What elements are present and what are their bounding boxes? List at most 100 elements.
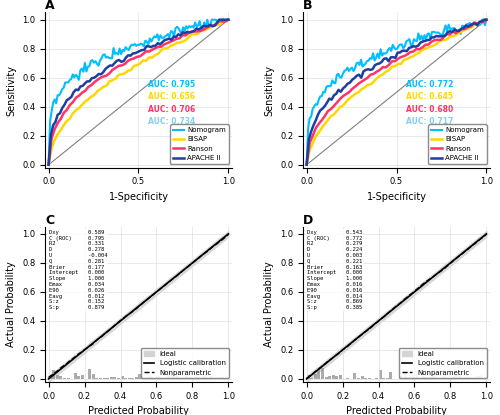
Bar	[375, 378, 378, 379]
Text: AUC: 0.772: AUC: 0.772	[406, 80, 453, 89]
Y-axis label: Sensitivity: Sensitivity	[264, 65, 274, 115]
Bar	[422, 376, 424, 379]
Bar	[48, 378, 51, 379]
Bar	[468, 378, 471, 379]
Bar	[120, 376, 124, 379]
Bar	[306, 374, 310, 379]
Bar	[138, 374, 141, 379]
Bar	[214, 378, 217, 379]
Bar	[357, 378, 360, 379]
Bar	[92, 374, 95, 379]
Legend: Nomogram, BISAP, Ranson, APACHE II: Nomogram, BISAP, Ranson, APACHE II	[428, 124, 486, 164]
Bar	[411, 375, 414, 379]
Bar	[142, 378, 145, 379]
Bar	[203, 372, 206, 379]
Text: AUC: 0.656: AUC: 0.656	[148, 93, 195, 101]
X-axis label: Predicted Probability: Predicted Probability	[346, 406, 447, 415]
Bar	[135, 377, 138, 379]
Bar	[156, 376, 160, 379]
Bar	[360, 376, 364, 379]
Bar	[178, 378, 181, 379]
Bar	[386, 378, 389, 379]
Legend: Nomogram, BISAP, Ranson, APACHE II: Nomogram, BISAP, Ranson, APACHE II	[170, 124, 228, 164]
Y-axis label: Actual Probability: Actual Probability	[264, 261, 274, 347]
Bar	[461, 378, 464, 379]
Bar	[88, 369, 91, 379]
Bar	[96, 378, 98, 379]
Bar	[440, 378, 442, 379]
Bar	[128, 378, 131, 379]
Text: AUC: 0.734: AUC: 0.734	[148, 117, 195, 126]
Bar	[321, 369, 324, 379]
Bar	[56, 375, 59, 379]
Bar	[124, 378, 127, 379]
Bar	[318, 369, 320, 379]
Text: AUC: 0.680: AUC: 0.680	[406, 105, 453, 114]
Bar	[52, 370, 55, 379]
Bar	[364, 378, 367, 379]
Bar	[207, 378, 210, 379]
Bar	[382, 378, 385, 379]
X-axis label: Predicted Probability: Predicted Probability	[88, 406, 189, 415]
Bar	[78, 376, 80, 379]
Bar	[60, 376, 62, 379]
Bar	[66, 378, 70, 379]
Y-axis label: Actual Probability: Actual Probability	[6, 261, 16, 347]
Bar	[346, 378, 349, 379]
Bar	[150, 376, 152, 379]
Bar	[479, 375, 482, 379]
Text: AUC: 0.645: AUC: 0.645	[406, 93, 453, 101]
Bar	[328, 376, 332, 379]
Bar	[472, 378, 475, 379]
Bar	[174, 374, 178, 379]
Bar	[74, 373, 77, 379]
Bar	[314, 374, 317, 379]
Text: Dxy         0.543
C (ROC)     0.772
R2          0.279
D           0.224
U       : Dxy 0.543 C (ROC) 0.772 R2 0.279 D 0.224…	[307, 230, 362, 310]
X-axis label: 1-Specificity: 1-Specificity	[366, 192, 426, 202]
Text: Dxy         0.589
C (ROC)     0.795
R2          0.331
D           0.278
U       : Dxy 0.589 C (ROC) 0.795 R2 0.331 D 0.278…	[48, 230, 107, 310]
Bar	[221, 376, 224, 379]
Bar	[476, 376, 478, 379]
Bar	[117, 378, 120, 379]
Bar	[63, 378, 66, 379]
Bar	[465, 377, 468, 379]
Bar	[378, 370, 382, 379]
Bar	[332, 375, 335, 379]
Bar	[210, 376, 214, 379]
Bar	[196, 377, 199, 379]
Bar	[171, 369, 174, 379]
Legend: Ideal, Logistic calibration, Nonparametric: Ideal, Logistic calibration, Nonparametr…	[141, 348, 229, 378]
Bar	[354, 373, 356, 379]
Bar	[146, 377, 148, 379]
Bar	[400, 376, 403, 379]
Bar	[132, 378, 134, 379]
X-axis label: 1-Specificity: 1-Specificity	[108, 192, 168, 202]
Text: AUC: 0.706: AUC: 0.706	[148, 105, 195, 114]
Bar	[404, 373, 407, 379]
Y-axis label: Sensitivity: Sensitivity	[6, 65, 16, 115]
Bar	[185, 376, 188, 379]
Bar	[429, 377, 432, 379]
Bar	[99, 378, 102, 379]
Bar	[189, 377, 192, 379]
Bar	[168, 370, 170, 379]
Bar	[368, 378, 371, 379]
Bar	[336, 376, 338, 379]
Bar	[110, 377, 113, 379]
Bar	[218, 377, 220, 379]
Text: B: B	[303, 0, 312, 12]
Bar	[458, 371, 460, 379]
Bar	[160, 378, 163, 379]
Text: A: A	[45, 0, 54, 12]
Bar	[114, 377, 116, 379]
Bar	[454, 376, 457, 379]
Bar	[414, 374, 418, 379]
Bar	[225, 378, 228, 379]
Bar	[310, 378, 314, 379]
Bar	[390, 372, 392, 379]
Bar	[324, 377, 328, 379]
Text: AUC: 0.717: AUC: 0.717	[406, 117, 453, 126]
Text: D: D	[303, 214, 314, 227]
Bar	[450, 378, 454, 379]
Bar	[339, 375, 342, 379]
